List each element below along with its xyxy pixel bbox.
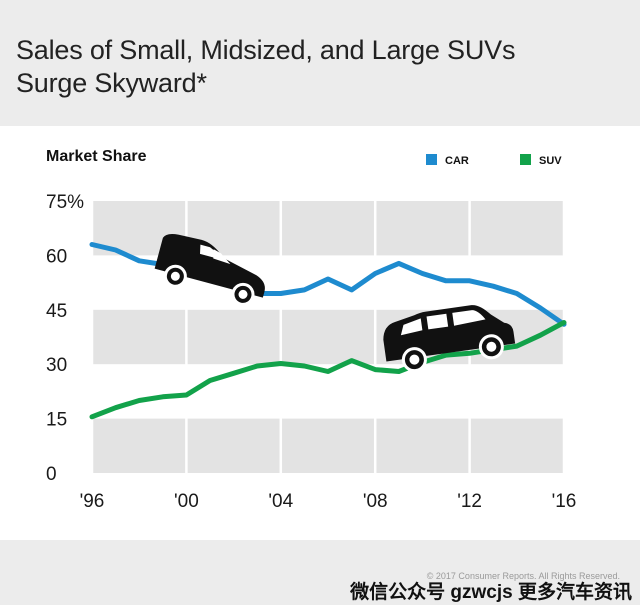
title-line-2: Surge Skyward* bbox=[16, 68, 207, 98]
legend-label: CAR bbox=[445, 155, 469, 167]
legend-swatch bbox=[520, 154, 531, 165]
watermark-text: 微信公众号 gzwcjs 更多汽车资讯 bbox=[350, 582, 632, 603]
x-tick-label: '04 bbox=[268, 491, 293, 512]
copyright-text: © 2017 Consumer Reports. All Rights Rese… bbox=[426, 571, 620, 581]
x-tick-label: '96 bbox=[80, 491, 105, 512]
y-tick-label: 30 bbox=[46, 355, 67, 376]
legend-swatch bbox=[426, 154, 437, 165]
car-sedan-icon bbox=[154, 233, 265, 306]
y-tick-label: 75% bbox=[46, 192, 84, 213]
y-tick-label: 45 bbox=[46, 301, 67, 322]
x-tick-label: '12 bbox=[457, 491, 482, 512]
y-tick-label: 60 bbox=[46, 246, 67, 267]
legend: CAR SUV bbox=[426, 154, 562, 167]
page-title: Sales of Small, Midsized, and Large SUVs… bbox=[16, 34, 616, 100]
x-tick-label: '00 bbox=[174, 491, 199, 512]
x-tick-label: '08 bbox=[363, 491, 388, 512]
x-axis-ticks: '96 '00 '04 '08 '12 '16 bbox=[80, 491, 577, 512]
title-line-1: Sales of Small, Midsized, and Large SUVs bbox=[16, 35, 516, 65]
title-banner: Sales of Small, Midsized, and Large SUVs… bbox=[0, 0, 640, 126]
suv-icon bbox=[383, 305, 516, 373]
x-tick-label: '16 bbox=[552, 491, 577, 512]
y-tick-label: 15 bbox=[46, 410, 67, 431]
grid-band bbox=[92, 418, 564, 473]
y-tick-label: 0 bbox=[46, 464, 57, 485]
legend-label: SUV bbox=[539, 155, 562, 167]
chart-title: Market Share bbox=[46, 148, 147, 165]
y-axis-ticks: 0 15 30 45 60 75% bbox=[46, 192, 84, 485]
footer: © 2017 Consumer Reports. All Rights Rese… bbox=[0, 540, 640, 605]
